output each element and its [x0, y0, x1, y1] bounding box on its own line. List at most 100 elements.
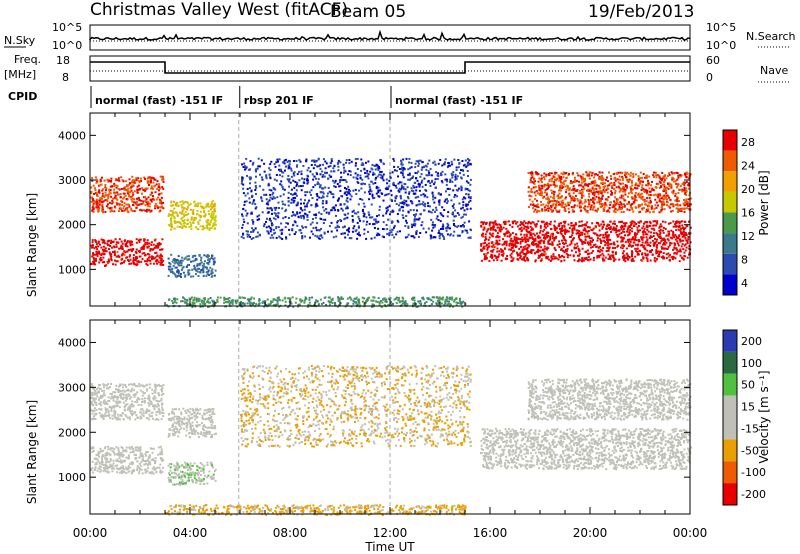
scatter-cell — [109, 189, 112, 192]
scatter-cell — [678, 260, 681, 263]
scatter-cell — [351, 215, 354, 218]
scatter-cell — [250, 211, 253, 214]
scatter-cell — [132, 260, 135, 263]
scatter-cell — [168, 224, 171, 227]
scatter-cell — [110, 257, 113, 260]
scatter-cell — [542, 220, 545, 223]
scatter-cell — [675, 222, 678, 224]
scatter-cell — [291, 193, 294, 196]
scatter-cell — [343, 169, 346, 172]
scatter-cell — [604, 256, 607, 259]
scatter-cell — [295, 204, 298, 207]
scatter-cell — [313, 160, 316, 163]
scatter-cell — [469, 199, 472, 202]
scatter-cell — [565, 191, 567, 194]
scatter-cell — [255, 175, 257, 178]
scatter-cell — [561, 235, 564, 237]
scatter-cell — [527, 258, 529, 261]
scatter-cell — [321, 170, 324, 173]
scatter-cell — [124, 186, 127, 189]
scatter-cell — [359, 174, 362, 177]
scatter-cell — [663, 188, 665, 191]
scatter-cell — [371, 216, 374, 219]
scatter-cell — [607, 244, 609, 247]
scatter-cell — [135, 248, 138, 251]
scatter-cell — [149, 248, 152, 250]
scatter-cell — [352, 189, 355, 192]
scatter-cell — [647, 243, 650, 246]
scatter-cell — [525, 235, 528, 238]
scatter-cell — [408, 178, 411, 181]
scatter-cell — [192, 254, 195, 257]
scatter-cell — [330, 221, 333, 224]
scatter-cell — [610, 193, 612, 196]
scatter-cell — [337, 209, 340, 211]
scatter-cell — [129, 242, 132, 245]
scatter-cell — [515, 241, 518, 244]
scatter-cell — [303, 212, 306, 215]
scatter-cell — [518, 253, 521, 256]
scatter-cell — [571, 227, 574, 230]
scatter-cell — [606, 210, 608, 213]
scatter-cell — [658, 187, 661, 189]
scatter-cell — [211, 275, 214, 278]
scatter-cell — [563, 256, 565, 259]
scatter-cell — [515, 236, 518, 239]
scatter-cell — [293, 233, 296, 235]
scatter-cell — [446, 187, 449, 190]
scatter-cell — [502, 238, 505, 241]
scatter-cell — [591, 182, 594, 185]
scatter-cell — [144, 260, 146, 263]
scatter-cell — [183, 225, 186, 228]
scatter-cell — [629, 240, 632, 243]
scatter-cell — [288, 233, 291, 236]
scatter-cell — [460, 169, 462, 172]
scatter-cell — [196, 267, 199, 270]
scatter-cell — [424, 183, 427, 186]
scatter-cell — [629, 244, 632, 247]
scatter-cell — [683, 181, 686, 184]
scatter-cell — [369, 190, 372, 193]
scatter-cell — [137, 188, 140, 191]
scatter-cell — [657, 242, 660, 245]
scatter-cell — [675, 229, 678, 232]
scatter-cell — [135, 201, 138, 203]
scatter-cell — [186, 265, 188, 268]
scatter-cell — [257, 165, 260, 168]
scatter-cell — [669, 241, 672, 244]
scatter-cell — [668, 244, 671, 247]
scatter-cell — [679, 174, 682, 176]
scatter-cell — [615, 198, 618, 201]
scatter-cell — [317, 237, 320, 240]
scatter-cell — [203, 226, 206, 229]
scatter-cell — [585, 235, 587, 238]
scatter-cell — [146, 180, 149, 183]
scatter-cell — [667, 230, 670, 233]
scatter-cell — [547, 240, 550, 243]
scatter-cell — [513, 236, 516, 239]
scatter-cell — [446, 202, 449, 204]
scatter-cell — [140, 248, 143, 251]
scatter-cell — [316, 195, 319, 198]
scatter-cell — [140, 260, 143, 263]
scatter-cell — [597, 223, 600, 226]
scatter-cell — [524, 254, 527, 257]
scatter-cell — [675, 171, 678, 174]
scatter-cell — [607, 257, 610, 260]
scatter-cell — [103, 252, 106, 255]
scatter-cell — [623, 230, 626, 233]
scatter-cell — [543, 172, 546, 175]
scatter-cell — [346, 205, 349, 208]
scatter-cell — [100, 254, 103, 256]
scatter-cell — [675, 186, 678, 189]
scatter-cell — [90, 196, 93, 199]
scatter-cell — [581, 243, 584, 246]
scatter-cell — [130, 189, 133, 192]
scatter-cell — [373, 173, 376, 176]
scatter-cell — [112, 197, 115, 200]
scatter-cell — [242, 207, 245, 210]
scatter-cell — [495, 239, 498, 242]
scatter-cell — [150, 241, 153, 244]
scatter-cell — [327, 186, 330, 189]
scatter-cell — [375, 192, 378, 195]
